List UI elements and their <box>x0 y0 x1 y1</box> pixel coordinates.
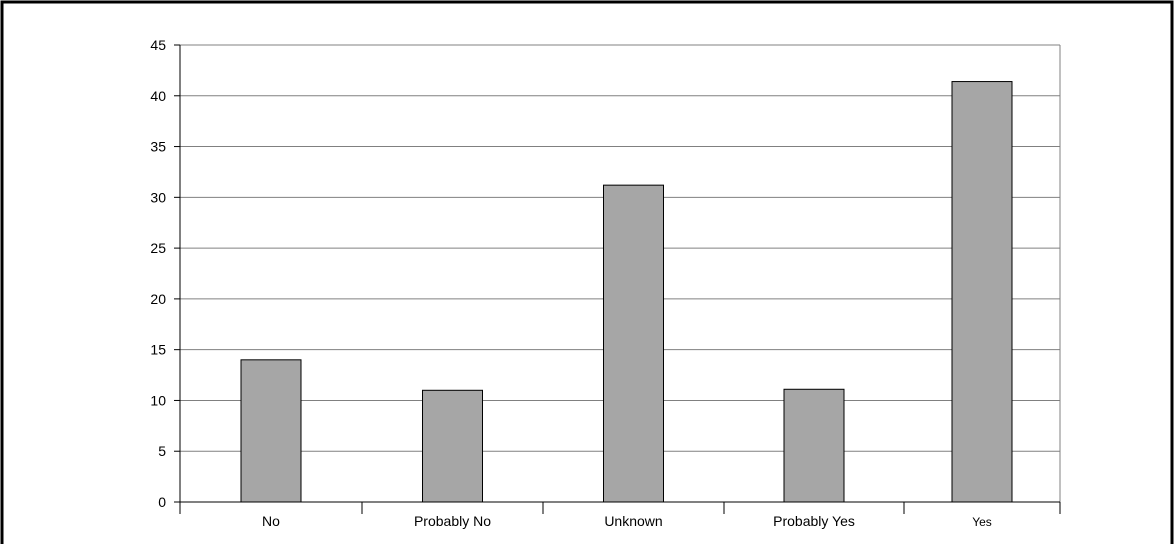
y-tick-label-45: 45 <box>150 37 166 53</box>
y-tick-label-30: 30 <box>150 189 166 205</box>
axes <box>174 44 1061 514</box>
x-tick-label-no: No <box>262 513 280 529</box>
y-tick-label-5: 5 <box>158 443 166 459</box>
x-tick-label-yes: Yes <box>972 515 992 529</box>
y-tick-labels: 0 5 10 15 20 25 30 35 40 45 <box>150 37 166 510</box>
x-tick-label-probably-no: Probably No <box>414 513 491 529</box>
y-tick-label-35: 35 <box>150 139 166 155</box>
y-tick-label-25: 25 <box>150 240 166 256</box>
bar-unknown <box>603 184 664 503</box>
bar-probably-yes <box>783 388 845 503</box>
bar-no <box>240 359 302 503</box>
y-tick-label-40: 40 <box>150 88 166 104</box>
x-tick-label-unknown: Unknown <box>604 513 662 529</box>
y-tick-label-0: 0 <box>158 494 166 510</box>
y-tick-label-20: 20 <box>150 291 166 307</box>
bars <box>240 81 1013 503</box>
y-tick-label-10: 10 <box>150 392 166 408</box>
x-tick-labels: No Probably No Unknown Probably Yes Yes <box>262 513 992 529</box>
bar-probably-no <box>422 389 483 503</box>
x-tick-label-probably-yes: Probably Yes <box>773 513 855 529</box>
bar-yes <box>951 81 1013 503</box>
y-tick-label-15: 15 <box>150 342 166 358</box>
